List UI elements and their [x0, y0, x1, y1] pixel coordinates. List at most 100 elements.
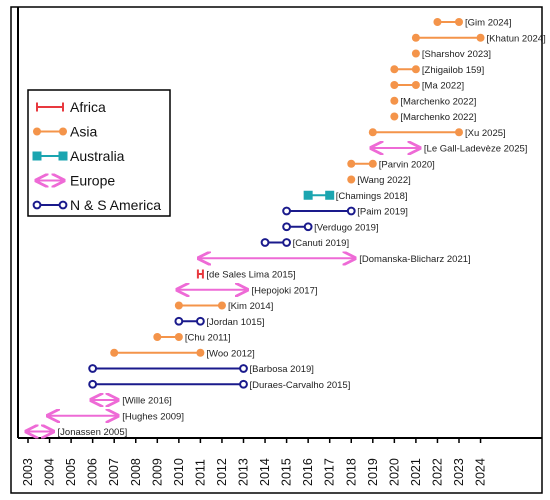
marker-square [58, 151, 68, 161]
study-label: [Chu 2011] [185, 333, 231, 344]
study-row: [Gim 2024] [433, 18, 511, 29]
marker-square [303, 190, 313, 200]
x-tick-label: 2020 [387, 458, 401, 486]
study-row: [Khatun 2024] [411, 33, 546, 44]
x-tick-label: 2012 [215, 458, 229, 486]
study-label: [Chamings 2018] [336, 191, 408, 202]
marker-dot [455, 18, 463, 26]
x-tick-label: 2017 [323, 458, 337, 486]
marker-square [32, 151, 42, 161]
marker-open-dot [282, 222, 292, 232]
study-row: [Paim 2019] [282, 206, 408, 218]
study-label: [Jordan 1015] [206, 317, 264, 328]
study-row: [Xu 2025] [368, 128, 506, 139]
study-row: [Kim 2014] [174, 301, 273, 312]
study-row: [Parvin 2020] [347, 159, 435, 170]
marker-dot [174, 301, 183, 310]
study-label: [Le Gall-Ladevèze 2025] [424, 144, 528, 155]
x-tick-label: 2022 [430, 458, 444, 486]
study-row: [Canuti 2019] [260, 238, 350, 249]
marker-dot [433, 18, 442, 26]
legend-item: Europe [36, 173, 115, 189]
study-row: [Le Gall-Ladevèze 2025] [371, 144, 528, 155]
study-label: [de Sales Lima 2015] [206, 270, 295, 281]
study-label: [Duraes-Carvalho 2015] [250, 380, 351, 391]
study-label: [Gim 2024] [465, 18, 511, 29]
study-label: [Marchenko 2022] [400, 112, 476, 123]
marker-open-dot [196, 316, 205, 326]
legend-item: N & S America [32, 197, 161, 213]
legend-label: Australia [70, 148, 125, 164]
marker-dot [196, 348, 205, 357]
study-row: [Domanska-Blicharz 2021] [198, 254, 471, 265]
marker-dot [390, 81, 399, 89]
x-tick-label: 2013 [237, 458, 251, 486]
x-tick-label: 2008 [129, 458, 143, 486]
study-label: [Sharshov 2023] [422, 49, 491, 60]
marker-open-dot [260, 238, 270, 247]
marker-dot [368, 159, 377, 168]
x-tick-label: 2015 [280, 458, 294, 486]
x-tick-label: 2007 [107, 458, 121, 486]
study-row: [Sharshov 2023] [411, 49, 491, 60]
marker-dot [411, 81, 420, 89]
study-label: [Hepojoki 2017] [252, 285, 318, 296]
x-tick-label: 2023 [452, 458, 466, 486]
study-label: [Parvin 2020] [379, 159, 435, 170]
legend-label: Africa [70, 99, 106, 115]
study-row: [Chu 2011] [153, 333, 231, 344]
marker-dot [390, 65, 399, 74]
x-tick-label: 2005 [64, 458, 78, 486]
study-label: [Canuti 2019] [293, 238, 350, 249]
marker-open-dot [282, 206, 292, 216]
marker-open-dot [88, 379, 98, 389]
marker-dot [153, 333, 162, 341]
x-tick-label: 2011 [193, 459, 207, 486]
marker-dot [368, 128, 377, 137]
study-label: [Wille 2016] [122, 396, 172, 407]
study-row: [Wille 2016] [91, 396, 172, 407]
x-tick-label: 2021 [409, 458, 423, 486]
marker-open-dot [346, 206, 356, 216]
legend-box [27, 89, 171, 217]
x-tick-label: 2009 [150, 458, 164, 486]
study-label: [Jonassen 2005] [58, 427, 128, 438]
study-row: [Hepojoki 2017] [177, 285, 318, 296]
marker-dot [217, 301, 226, 310]
marker-dot [390, 112, 399, 121]
study-label: [Ma 2022] [422, 81, 464, 92]
marker-square [325, 190, 335, 200]
legend-item: Africa [36, 99, 106, 115]
marker-open-dot [239, 364, 248, 373]
study-row: [Jordan 1015] [174, 316, 265, 328]
marker-open-dot [303, 222, 313, 232]
study-row: [Chamings 2018] [303, 190, 408, 202]
legend-label: N & S America [70, 197, 161, 213]
marker-dot [411, 49, 420, 58]
studies-layer: [Gim 2024] [Khatun 2024] [Sharshov 2023] [Z… [26, 18, 546, 439]
study-label: [Woo 2012] [206, 348, 254, 359]
study-row: [Barbosa 2019] [88, 364, 314, 375]
study-label: [Zhigailob 159] [422, 65, 484, 76]
study-row: [Wang 2022] [347, 175, 411, 186]
marker-open-dot [239, 379, 248, 389]
marker-open-dot [174, 316, 184, 326]
x-tick-label: 2019 [366, 458, 380, 486]
study-label: [Hughes 2009] [122, 411, 184, 422]
marker-open-dot [88, 364, 98, 373]
legend-label: Asia [70, 124, 97, 140]
marker-dot [455, 128, 463, 137]
plot-frame [10, 6, 543, 494]
study-row: [Jonassen 2005] [26, 427, 127, 438]
x-tick-label: 2014 [258, 458, 272, 486]
study-row: [Woo 2012] [110, 348, 255, 359]
study-label: [Paim 2019] [357, 207, 408, 218]
study-label: [Domanska-Blicharz 2021] [359, 254, 470, 265]
x-tick-label: 2010 [172, 458, 186, 486]
study-row: [Marchenko 2022] [390, 96, 476, 107]
legend-label: Europe [70, 173, 115, 189]
marker-dot [347, 175, 356, 184]
legend-item: Australia [32, 148, 125, 164]
